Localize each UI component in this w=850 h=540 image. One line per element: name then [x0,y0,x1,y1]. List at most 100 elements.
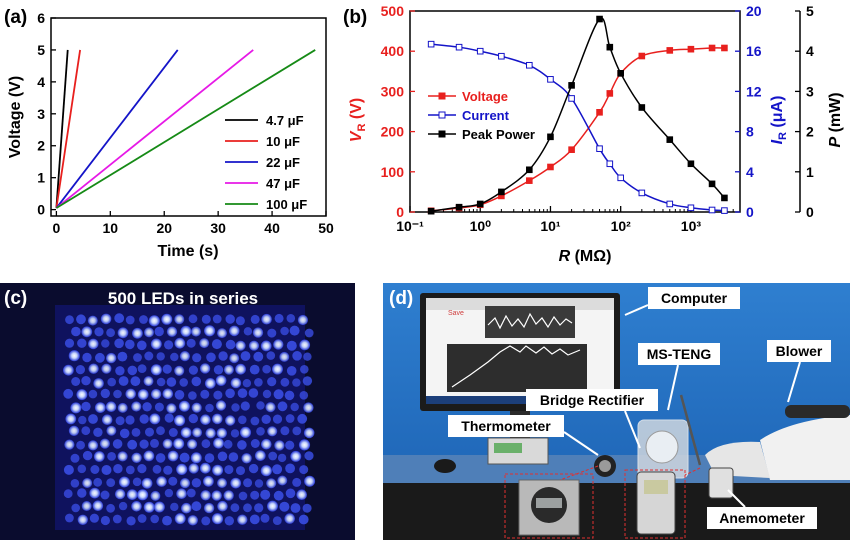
led [277,475,288,486]
b-data-point [568,95,575,102]
led [180,427,192,438]
b-ytick-label: 400 [381,43,405,59]
plot-a-legend: 4.7 μF 10 μF 22 μF 47 μF 100 μF [225,113,307,212]
plot-a-ticks: 0 10 20 30 40 50 0 1 2 3 4 5 6 [37,10,334,236]
led [230,503,240,513]
led [173,438,185,450]
led [211,339,222,350]
led [93,427,103,437]
led [204,325,216,337]
led [239,426,252,438]
led [284,513,296,524]
led [118,376,129,386]
led [168,476,178,486]
b-data-point [526,177,533,184]
led [153,501,165,513]
led [127,365,138,376]
led [75,365,85,375]
label-bg-anemometer [707,507,817,529]
b-data-point [721,194,728,202]
led [71,503,80,513]
led [199,338,210,349]
led [290,503,301,513]
led [272,464,283,475]
taskbar [426,396,614,404]
b-data-point [666,47,674,54]
b-data-point [666,136,674,143]
led [137,389,149,400]
led [191,402,202,413]
b-data-point [721,44,728,52]
led [273,490,284,501]
led [164,488,174,498]
led [212,314,222,324]
led [277,401,288,412]
msteng-rod [679,394,702,466]
led [100,490,110,500]
b-data-point [721,207,728,214]
label-msteng: MS-TENG [647,346,712,362]
led [217,328,227,339]
led [279,501,290,512]
led [292,378,301,387]
led-photo-title: 500 LEDs in series [108,289,258,308]
led [77,338,87,348]
led [89,487,101,499]
led [95,352,105,363]
led [76,314,86,325]
led [139,414,149,424]
led [163,465,173,475]
led [162,515,172,526]
led [204,453,215,463]
label-thermometer: Thermometer [461,418,551,434]
led [188,365,198,375]
led [137,489,149,501]
a-xtick-label: 40 [264,220,280,236]
led [154,326,164,337]
led [267,500,278,512]
led [268,451,278,461]
b-ytick-label: 0 [746,204,754,220]
led [150,514,159,524]
led [191,326,201,337]
led [292,477,302,487]
led [176,488,187,500]
led [218,351,228,361]
led [203,502,215,514]
led [279,351,290,362]
led [188,314,198,324]
led [89,513,99,523]
b-data-point [708,180,716,188]
b-ytick-label: 4 [806,43,814,59]
a-legend-label: 22 μF [266,155,300,170]
led [101,339,110,348]
led [63,489,73,499]
b-data-point [638,104,646,111]
led [303,402,314,413]
led [143,450,155,462]
led [272,414,283,424]
led [114,338,124,349]
led [112,439,123,449]
led [280,326,289,336]
led [88,338,99,350]
led [231,403,240,412]
led [71,377,81,386]
led [150,388,162,400]
led [224,465,234,475]
b-ytick-label: 200 [381,124,405,140]
led [223,490,234,501]
led [162,364,172,374]
a-series-line [55,49,316,209]
led [88,389,98,399]
led [248,340,260,351]
led [225,415,236,426]
led [125,388,136,400]
led [299,465,309,475]
led [137,364,147,373]
plot-a-ylabel: Voltage (V) [7,76,24,158]
plot-b-ylabel-power: P (mW) [827,92,844,147]
led [237,388,248,399]
b-ytick-label: 500 [381,3,405,19]
led [179,452,190,463]
